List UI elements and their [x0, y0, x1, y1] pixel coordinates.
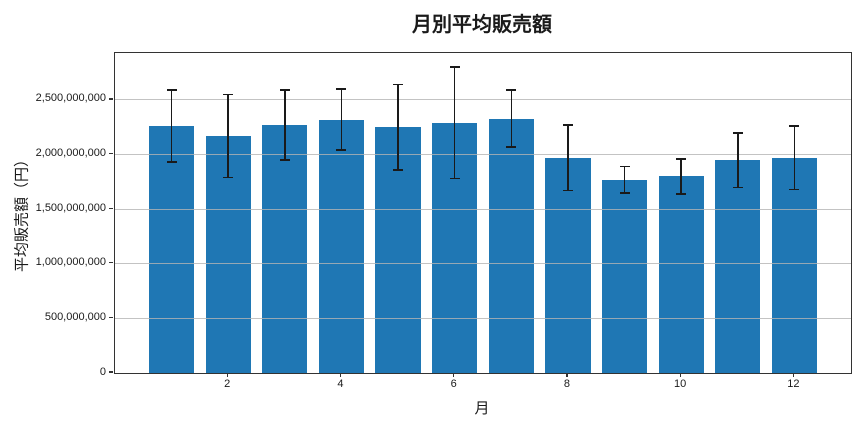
x-tick-mark	[226, 373, 228, 377]
y-tick-mark	[109, 98, 113, 100]
error-bar-cap-top	[789, 125, 800, 127]
error-bar-line	[510, 90, 513, 147]
error-bar-cap-top	[166, 89, 177, 91]
error-bar-cap-bottom	[449, 177, 460, 180]
error-bar-line	[567, 125, 569, 191]
bar-month-4	[318, 119, 365, 373]
y-tick-mark	[109, 207, 113, 209]
bar-month-10	[658, 176, 704, 373]
error-bar-cap-top	[449, 66, 460, 68]
y-tick-label: 1,500,000,000	[35, 201, 106, 214]
error-bar-line	[284, 90, 286, 161]
bar-month-12	[771, 157, 818, 373]
error-bar-cap-bottom	[279, 159, 290, 161]
error-bar-line	[736, 132, 739, 188]
error-bar-cap-top	[732, 131, 743, 134]
y-tick-label: 1,000,000,000	[35, 256, 106, 269]
error-bar-line	[453, 67, 456, 179]
x-tick-mark	[679, 373, 681, 377]
error-bar-cap-top	[223, 93, 234, 96]
chart-title: 月別平均販売額	[412, 14, 552, 36]
error-bar-cap-bottom	[223, 176, 234, 179]
x-tick-label: 4	[337, 378, 344, 390]
gridline	[115, 263, 851, 265]
y-tick-label: 0	[99, 365, 106, 378]
y-tick-mark	[109, 316, 113, 318]
error-bar-cap-bottom	[789, 188, 800, 191]
error-bar-cap-top	[676, 158, 687, 160]
y-tick-mark	[109, 152, 113, 155]
error-bar-line	[340, 89, 343, 151]
x-tick-label: 6	[450, 378, 457, 390]
x-tick-label: 2	[224, 378, 231, 390]
error-bar-cap-bottom	[166, 161, 177, 163]
error-bar-cap-top	[336, 88, 347, 90]
bar-month-11	[715, 160, 761, 373]
bar-month-8	[545, 157, 591, 373]
error-bar-cap-top	[279, 89, 290, 91]
x-tick-label: 8	[563, 378, 570, 390]
y-tick-label: 2,000,000,000	[35, 147, 106, 160]
gridline	[115, 154, 851, 156]
error-bar-line	[227, 94, 230, 178]
error-bar-cap-bottom	[336, 149, 347, 151]
error-bar-cap-top	[506, 89, 517, 91]
bar-month-7	[488, 118, 534, 373]
bar-month-3	[262, 125, 308, 373]
error-bar-line	[680, 158, 682, 194]
y-tick-label: 2,500,000,000	[35, 92, 106, 105]
x-tick-label: 10	[674, 378, 687, 390]
error-bar-cap-bottom	[506, 146, 517, 148]
plot-area	[114, 52, 852, 374]
y-tick-mark	[109, 262, 113, 264]
gridline	[115, 99, 851, 101]
x-tick-mark	[339, 373, 342, 377]
error-bar-line	[623, 166, 626, 193]
error-bar-cap-bottom	[393, 169, 404, 171]
x-tick-mark	[566, 373, 568, 377]
error-bar-line	[170, 90, 173, 163]
error-bar-cap-top	[619, 165, 630, 168]
x-tick-mark	[792, 373, 794, 377]
bar-month-1	[148, 126, 195, 373]
gridline	[115, 208, 851, 210]
error-bar-cap-bottom	[619, 191, 630, 194]
x-axis-label: 月	[474, 400, 490, 417]
error-bar-cap-bottom	[676, 193, 687, 195]
gridline	[115, 317, 851, 319]
x-tick-label: 12	[787, 378, 800, 390]
error-bar-line	[397, 84, 399, 170]
y-tick-mark	[109, 371, 113, 373]
error-bar-cap-bottom	[732, 186, 743, 189]
y-tick-label: 500,000,000	[44, 310, 106, 323]
error-bar-cap-top	[393, 83, 404, 86]
error-bar-line	[793, 126, 796, 190]
bar-month-9	[601, 179, 648, 373]
error-bar-cap-top	[562, 124, 573, 126]
error-bar-cap-bottom	[562, 189, 573, 192]
x-tick-mark	[453, 373, 455, 377]
